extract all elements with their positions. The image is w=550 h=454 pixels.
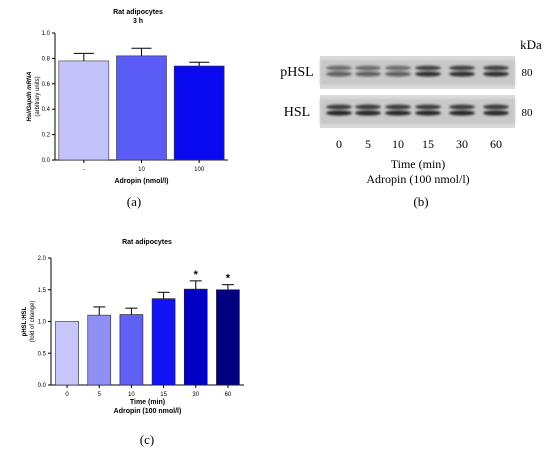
blot-mw-label: 80	[522, 107, 534, 119]
chart-c-ytick-label: 1.0	[38, 320, 47, 326]
blot-band-upper	[326, 65, 352, 71]
chart-a-title: Rat adipocytes	[113, 9, 163, 16]
blot-band-upper	[385, 65, 411, 71]
blot-band-upper	[385, 104, 411, 110]
blot-band-lower	[355, 110, 381, 116]
blot-x-label-line1: Time (min)	[391, 157, 446, 171]
blot-band-lower	[326, 71, 352, 77]
chart-a-y-label-units: (arbitrary units)	[35, 76, 41, 116]
blot-kda-label: kDa	[520, 37, 542, 52]
chart-a-ytick-label: 0.6	[42, 82, 51, 88]
blot-band-lower	[449, 71, 475, 77]
blot-band-upper	[415, 104, 441, 110]
blot-band-lower	[385, 110, 411, 116]
chart-c-y-label: pHSL:HSL	[22, 306, 28, 336]
chart-c-category-label: 0	[65, 392, 69, 398]
chart-a-category-label: -	[83, 167, 85, 173]
blot-lane-label: 15	[422, 137, 434, 151]
chart-a-subtitle: 3 h	[133, 18, 143, 25]
chart-a-category-label: 10	[138, 167, 145, 173]
chart-a-ytick-label: 0.2	[42, 133, 51, 139]
blot-lane-label: 5	[365, 137, 371, 151]
blot-band-lower	[415, 71, 441, 77]
chart-a-bar	[116, 55, 167, 161]
chart-c-ytick-label: 1.5	[38, 288, 47, 294]
chart-c-x-label-line2: Adropin (100 nmol/l)	[114, 408, 182, 415]
chart-c-category-label: 15	[160, 392, 167, 398]
chart-c-title: Rat adipocytes	[122, 239, 172, 246]
chart-a-ytick-label: 0.0	[42, 158, 51, 164]
blot-band-lower	[326, 110, 352, 116]
chart-c-category-label: 30	[192, 392, 199, 398]
chart-c-category-label: 10	[128, 392, 135, 398]
blot-band-upper	[483, 104, 509, 110]
caption-b: (b)	[413, 194, 429, 209]
blot-row-label: pHSL	[280, 65, 313, 80]
blot-band-upper	[326, 104, 352, 110]
chart-c-ytick-label: 0.5	[38, 351, 47, 357]
chart-c-significance-star: *	[226, 273, 231, 285]
chart-a-ytick-label: 0.4	[42, 107, 51, 113]
blot-band-lower	[483, 71, 509, 77]
chart-c-x-label-line1: Time (min)	[130, 399, 165, 406]
chart-c-significance-star: *	[194, 269, 199, 281]
chart-c-ytick-label: 0.0	[38, 383, 47, 389]
blot-lane-label: 0	[336, 137, 342, 151]
chart-a-x-label: Adropin (nmol/l)	[114, 178, 168, 185]
blot-row-label: HSL	[284, 105, 310, 120]
blot-band-upper	[415, 65, 441, 71]
blot-band-upper	[355, 65, 381, 71]
blot-band-upper	[483, 65, 509, 71]
blot-band-lower	[385, 71, 411, 77]
caption-a: (a)	[126, 194, 142, 209]
blot-band-lower	[483, 110, 509, 116]
blot-band-lower	[415, 110, 441, 116]
blot-mw-label: 80	[522, 67, 534, 79]
caption-c: (c)	[139, 432, 155, 447]
blot-band-lower	[449, 110, 475, 116]
blot-lane-label: 10	[392, 137, 404, 151]
chart-c-category-label: 5	[98, 392, 102, 398]
chart-a-category-label: 100	[194, 167, 205, 173]
blot-lane-label: 30	[456, 137, 468, 151]
chart-a-ytick-label: 1.0	[42, 31, 51, 37]
blot-x-label-line2: Adropin (100 nmol/l)	[366, 172, 469, 186]
blot-band-upper	[449, 104, 475, 110]
blot-band-lower	[355, 71, 381, 77]
blot-lane-label: 60	[490, 137, 502, 151]
chart-a-ytick-label: 0.8	[42, 56, 51, 62]
chart-c-category-label: 60	[225, 392, 232, 398]
chart-c-ytick-label: 2.0	[38, 256, 47, 262]
chart-c-y-label-units: (fold of change)	[30, 301, 36, 343]
chart-a-y-label: Hsl/Gapdh mRNA	[27, 71, 33, 121]
blot-band-upper	[449, 65, 475, 71]
blot-band-upper	[355, 104, 381, 110]
chart-a-bar	[58, 60, 110, 161]
